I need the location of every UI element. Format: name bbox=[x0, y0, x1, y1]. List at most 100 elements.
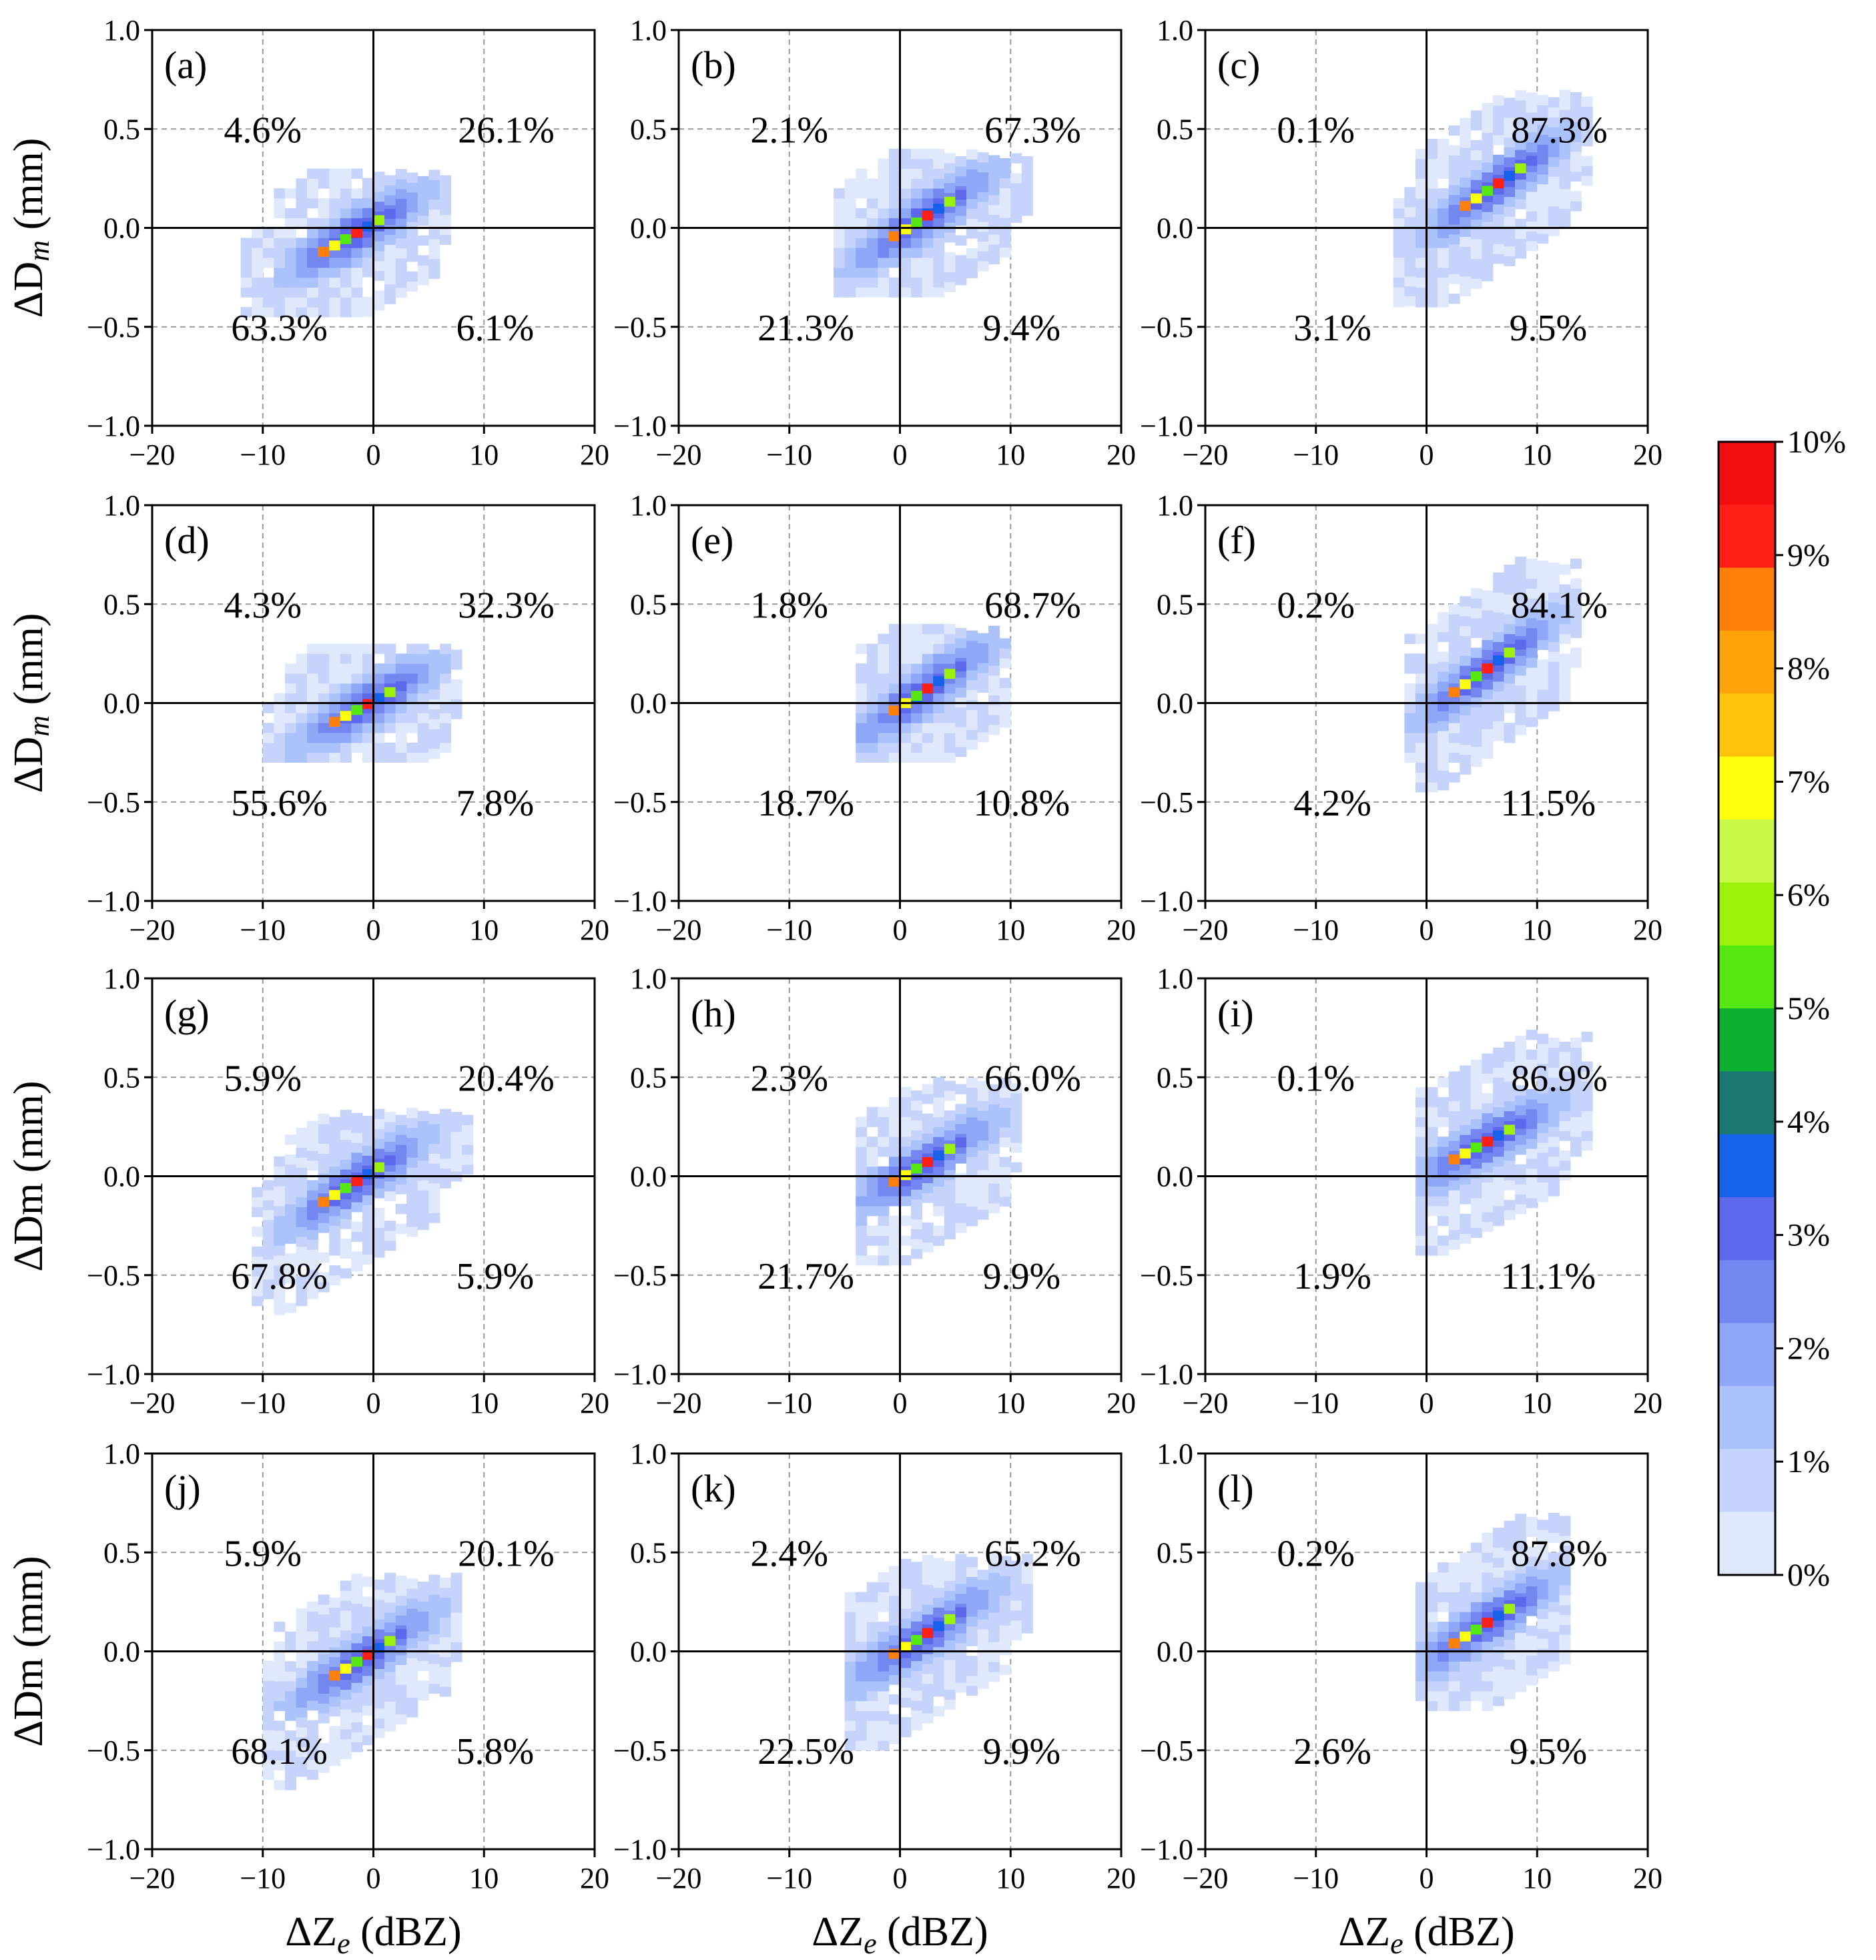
heatmap-cell bbox=[1448, 1120, 1460, 1131]
heatmap-cell bbox=[1448, 1592, 1460, 1602]
heatmap-cell bbox=[988, 1552, 1000, 1564]
heatmap-cell bbox=[296, 1707, 308, 1718]
heatmap-cell bbox=[307, 1150, 319, 1161]
heatmap-cell bbox=[362, 1225, 374, 1235]
heatmap-cell bbox=[340, 257, 352, 268]
y-tick-label: 0.5 bbox=[1157, 1061, 1193, 1094]
heatmap-cell bbox=[922, 248, 934, 258]
heatmap-cell bbox=[911, 287, 923, 298]
heatmap-cell bbox=[1559, 89, 1571, 100]
heatmap-cell bbox=[1460, 1094, 1472, 1106]
heatmap-cell bbox=[999, 1196, 1011, 1207]
heatmap-cell bbox=[1504, 1081, 1516, 1092]
heatmap-cell bbox=[1470, 268, 1482, 279]
heatmap-cell bbox=[284, 228, 296, 238]
heatmap-core-cell bbox=[955, 661, 966, 672]
heatmap-cell bbox=[955, 1682, 967, 1693]
y-tick-label: −1.0 bbox=[613, 1833, 667, 1866]
heatmap-cell bbox=[351, 1152, 363, 1163]
heatmap-cell bbox=[395, 1585, 407, 1596]
panel-grid: −20 −10 0 10 20−1.0−0.50.00.51.0(a)4.6% 26.1%… bbox=[6, 14, 1662, 1895]
x-tick-label: 0 bbox=[366, 1862, 381, 1895]
heatmap-cell bbox=[450, 649, 462, 660]
heatmap-cell bbox=[844, 1730, 856, 1741]
heatmap-cell bbox=[274, 1295, 286, 1305]
heatmap-cell bbox=[351, 1162, 363, 1173]
x-tick-label: 10 bbox=[996, 1862, 1025, 1895]
heatmap-cell bbox=[296, 1667, 308, 1678]
heatmap-cell bbox=[296, 1236, 308, 1247]
heatmap-cell bbox=[439, 195, 452, 206]
heatmap-cell bbox=[844, 1651, 856, 1662]
heatmap-cell bbox=[888, 643, 900, 654]
y-axis-label: ΔDm (mm) bbox=[6, 1556, 51, 1746]
heatmap-cell bbox=[1559, 1565, 1571, 1576]
heatmap-cell bbox=[1448, 254, 1460, 264]
heatmap-cell bbox=[417, 1150, 429, 1161]
heatmap-cell bbox=[933, 1196, 945, 1207]
heatmap-cell bbox=[1415, 218, 1427, 228]
heatmap-cell bbox=[1460, 616, 1472, 627]
heatmap-cell bbox=[1460, 655, 1472, 666]
heatmap-cell bbox=[999, 198, 1011, 208]
heatmap-cell bbox=[1470, 618, 1482, 629]
heatmap-cell bbox=[428, 268, 440, 279]
heatmap-cell bbox=[922, 1693, 934, 1704]
heatmap-cell bbox=[1010, 1560, 1022, 1572]
heatmap-cell bbox=[329, 208, 341, 219]
heatmap-cell bbox=[1526, 608, 1538, 619]
x-tick-label: −20 bbox=[656, 1387, 702, 1419]
heatmap-core-cell bbox=[1504, 1124, 1516, 1135]
heatmap-cell bbox=[922, 228, 934, 238]
heatmap-cell bbox=[362, 247, 374, 258]
heatmap-cell bbox=[888, 218, 900, 228]
heatmap-cell bbox=[1415, 703, 1427, 713]
heatmap-cell bbox=[922, 1594, 934, 1605]
heatmap-cell bbox=[406, 713, 418, 723]
heatmap-cell bbox=[1515, 655, 1527, 666]
heatmap-cell bbox=[428, 248, 440, 260]
heatmap-cell bbox=[351, 208, 363, 219]
heatmap-cell bbox=[878, 742, 890, 753]
heatmap-cell bbox=[406, 172, 418, 183]
heatmap-cell bbox=[933, 623, 945, 635]
heatmap-cell bbox=[329, 1656, 341, 1667]
heatmap-cell bbox=[977, 1110, 989, 1121]
heatmap-cell bbox=[296, 238, 308, 248]
heatmap-cell bbox=[888, 663, 900, 674]
heatmap-cell bbox=[1515, 1164, 1527, 1175]
heatmap-cell bbox=[307, 1660, 319, 1671]
heatmap-cell bbox=[844, 257, 856, 268]
heatmap-cell bbox=[462, 1154, 474, 1165]
heatmap-cell bbox=[1515, 248, 1527, 259]
heatmap-cell bbox=[1482, 1063, 1494, 1074]
y-tick-label: −1.0 bbox=[1140, 885, 1193, 918]
heatmap-cell bbox=[340, 1748, 352, 1759]
x-tick-label: −20 bbox=[656, 914, 702, 946]
heatmap-cell bbox=[944, 1130, 956, 1140]
y-axis-label-main: ΔD bbox=[6, 262, 51, 318]
heatmap-cell bbox=[888, 1724, 900, 1734]
heatmap-cell bbox=[1515, 1583, 1527, 1594]
heatmap-cell bbox=[999, 247, 1011, 258]
heatmap-cell bbox=[1492, 1656, 1505, 1667]
heatmap-cell bbox=[1460, 216, 1472, 228]
heatmap-cell bbox=[933, 703, 945, 713]
heatmap-cell bbox=[933, 693, 945, 703]
heatmap-cell bbox=[944, 1669, 956, 1680]
heatmap-cell bbox=[1570, 647, 1582, 658]
heatmap-cell bbox=[988, 1143, 1000, 1155]
heatmap-cell bbox=[988, 1572, 1000, 1583]
x-tick-label: 10 bbox=[1522, 438, 1552, 471]
heatmap-cell bbox=[262, 1229, 274, 1240]
heatmap-cell bbox=[1504, 147, 1516, 157]
heatmap-cell bbox=[988, 1562, 1000, 1574]
heatmap-cell bbox=[284, 1164, 296, 1175]
heatmap-cell bbox=[999, 1644, 1011, 1656]
heatmap-cell bbox=[1504, 1160, 1516, 1171]
heatmap-cell bbox=[988, 665, 1000, 676]
heatmap-cell bbox=[1482, 231, 1494, 242]
heatmap-cell bbox=[340, 208, 352, 219]
heatmap-cell bbox=[1548, 127, 1560, 137]
heatmap-cell bbox=[888, 1664, 900, 1675]
